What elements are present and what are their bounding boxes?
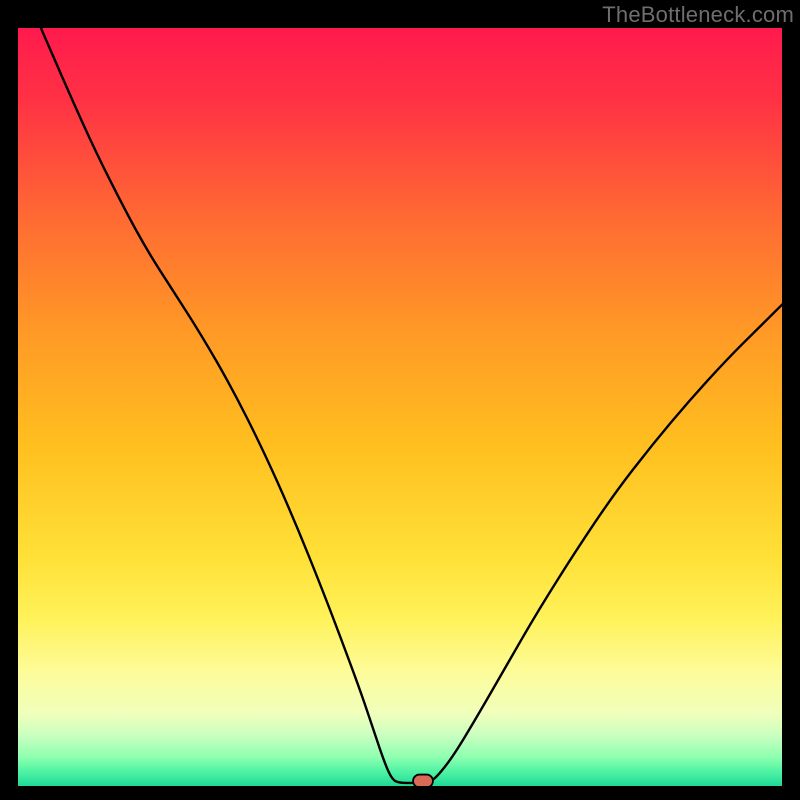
- bottleneck-curve: [18, 28, 782, 786]
- optimal-marker: [411, 773, 434, 786]
- watermark-text: TheBottleneck.com: [602, 2, 794, 28]
- chart-frame: [18, 28, 782, 786]
- plot-area: [18, 28, 782, 786]
